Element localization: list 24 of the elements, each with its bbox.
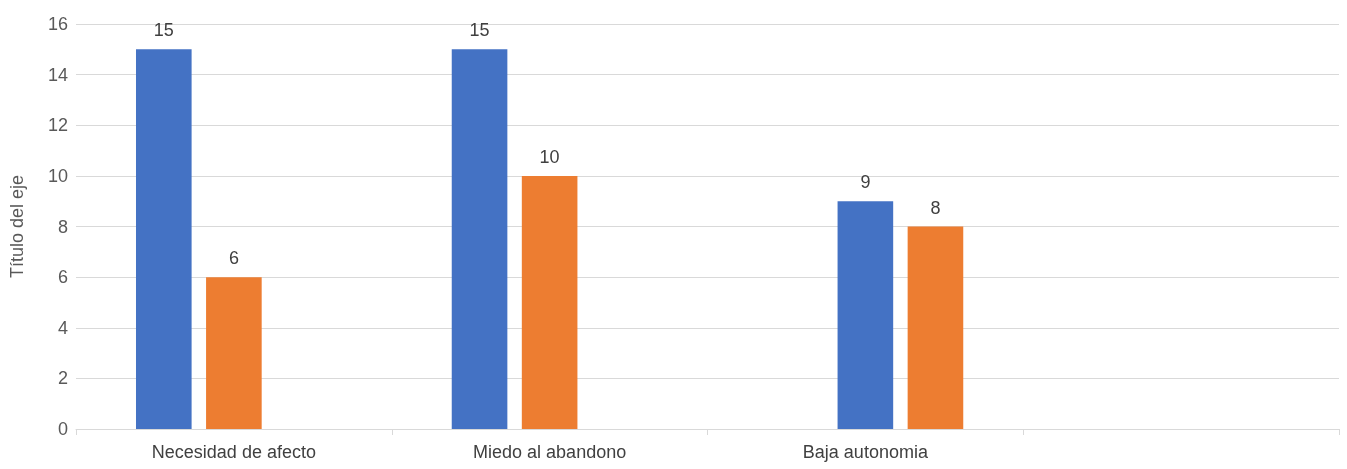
data-label: 6 [228,248,239,269]
bar [206,277,262,429]
y-tick-label: 10 [47,165,68,186]
x-tick-label: Baja autonomia [802,442,929,462]
bar [135,49,192,429]
y-tick-label: 0 [57,419,68,439]
bar [907,226,964,429]
y-tick-label: 16 [47,14,68,34]
y-axis-title: Título del eje [7,174,27,279]
y-tick-label: 6 [57,267,68,288]
data-label: 8 [930,197,941,218]
y-tick-label: 14 [47,64,68,85]
x-tick-label: Necesidad de afecto [151,442,316,462]
data-label: 15 [469,20,490,41]
bar [521,175,578,429]
bar [451,49,508,429]
data-label: 10 [539,146,560,167]
data-label: 15 [153,20,174,41]
y-tick-label: 8 [57,216,68,237]
data-label: 9 [860,172,871,193]
y-tick-label: 12 [47,115,68,136]
x-tick-label: Miedo al abandono [473,442,627,462]
y-tick-label: 4 [57,317,68,338]
y-tick-label: 2 [57,368,68,389]
